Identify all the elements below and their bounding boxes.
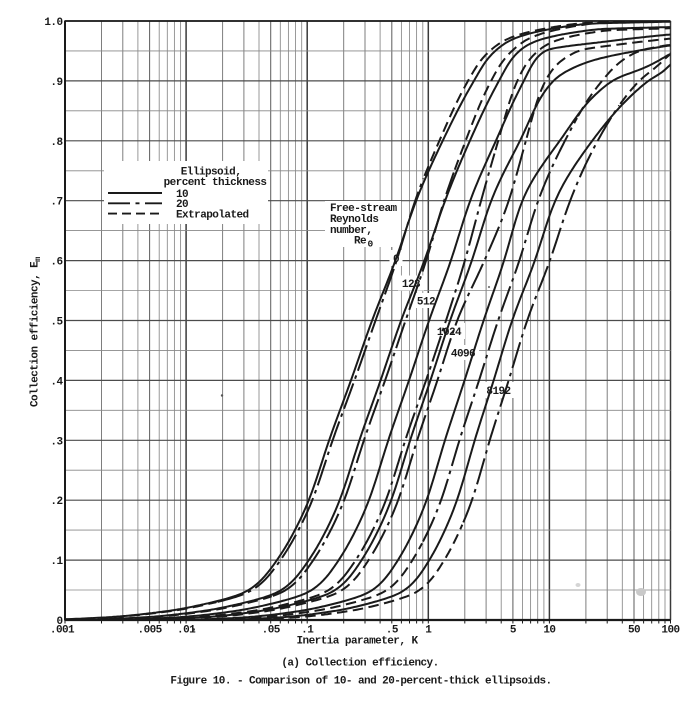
svg-text:4096: 4096	[451, 349, 475, 361]
svg-text:0: 0	[393, 254, 399, 266]
svg-text:.2: .2	[50, 496, 62, 508]
svg-text:8192: 8192	[486, 386, 510, 398]
svg-text:Figure 10. - Comparison of 10-: Figure 10. - Comparison of 10- and 20-pe…	[170, 676, 551, 688]
svg-text:percent thickness: percent thickness	[164, 177, 267, 189]
svg-text:.05: .05	[262, 625, 281, 637]
svg-text:50: 50	[628, 625, 640, 637]
svg-text:1024: 1024	[437, 327, 462, 339]
svg-text:(a) Collection efficiency.: (a) Collection efficiency.	[281, 658, 438, 670]
svg-text:number,: number,	[330, 225, 372, 237]
svg-text:.1: .1	[50, 556, 63, 568]
svg-text:.001: .001	[50, 625, 75, 637]
svg-text:.6: .6	[50, 257, 62, 269]
svg-text:100: 100	[661, 625, 679, 637]
svg-text:Extrapolated: Extrapolated	[176, 209, 249, 221]
svg-text:10: 10	[543, 625, 555, 637]
svg-text:0: 0	[56, 616, 62, 628]
svg-text:.1: .1	[301, 625, 314, 637]
svg-text:.7: .7	[50, 197, 62, 209]
svg-text:5: 5	[510, 625, 517, 637]
svg-text:512: 512	[417, 297, 435, 309]
svg-text:Inertia parameter, K: Inertia parameter, K	[296, 636, 418, 648]
svg-text:0: 0	[368, 239, 374, 250]
svg-text:Reynolds: Reynolds	[330, 214, 378, 226]
svg-text:.9: .9	[50, 77, 62, 89]
svg-text:128: 128	[402, 279, 421, 291]
svg-text:10: 10	[176, 189, 188, 201]
svg-text:Collection efficiency, Em: Collection efficiency, Em	[30, 257, 44, 407]
svg-text:.005: .005	[138, 625, 163, 637]
svg-text:1: 1	[425, 625, 432, 637]
svg-text:Ellipsoid,: Ellipsoid,	[181, 167, 242, 179]
svg-text:1.0: 1.0	[44, 17, 62, 29]
svg-text:.01: .01	[177, 625, 196, 637]
svg-text:.4: .4	[50, 376, 63, 388]
svg-text:Free-stream: Free-stream	[330, 203, 398, 215]
svg-text:.8: .8	[50, 137, 63, 149]
svg-text:20: 20	[176, 199, 188, 211]
svg-text:.3: .3	[50, 436, 63, 448]
svg-text:.5: .5	[50, 317, 63, 329]
svg-text:Re: Re	[354, 236, 367, 248]
svg-text:.5: .5	[386, 625, 399, 637]
